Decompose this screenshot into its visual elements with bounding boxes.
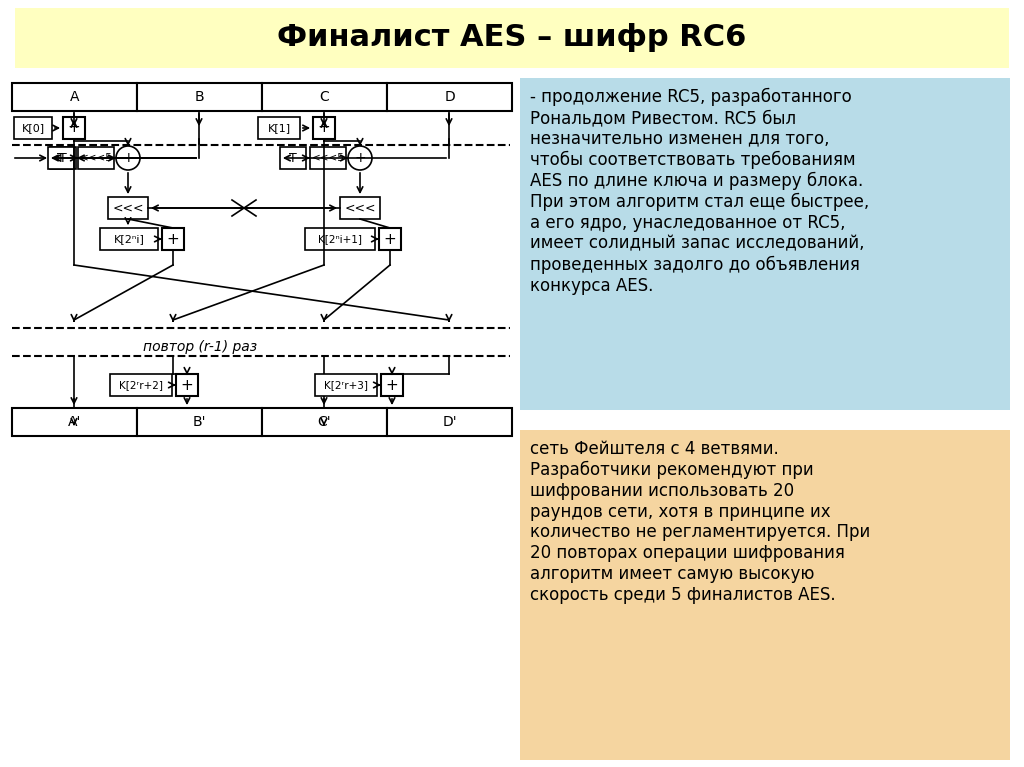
Text: T: T (289, 152, 297, 164)
Bar (262, 408, 387, 436)
Text: <<<5: <<<5 (311, 153, 344, 163)
Text: A: A (70, 90, 79, 104)
Text: +: + (122, 151, 134, 165)
Bar (280, 147, 306, 169)
Bar (258, 117, 300, 139)
Text: +: + (68, 120, 80, 136)
Text: A': A' (68, 415, 81, 429)
Text: повтор (r-1) раз: повтор (r-1) раз (143, 340, 257, 354)
Text: D': D' (442, 415, 457, 429)
Text: +: + (317, 120, 331, 136)
Bar (305, 228, 375, 250)
Bar (48, 147, 74, 169)
Bar (108, 197, 148, 219)
Bar (78, 147, 114, 169)
Bar (315, 374, 377, 396)
Text: +: + (167, 232, 179, 246)
Text: +: + (386, 377, 398, 393)
Text: +: + (384, 232, 396, 246)
Text: D: D (444, 90, 455, 104)
Text: B: B (195, 90, 205, 104)
Text: K[2ʳr+3]: K[2ʳr+3] (324, 380, 368, 390)
Text: C': C' (317, 415, 332, 429)
Text: +: + (180, 377, 194, 393)
Bar (50, 147, 76, 169)
Text: T: T (57, 152, 65, 164)
Text: K[1]: K[1] (267, 123, 291, 133)
Bar (381, 374, 403, 396)
Text: T: T (59, 152, 67, 164)
Circle shape (116, 146, 140, 170)
Bar (340, 197, 380, 219)
Text: K[2ⁿi+1]: K[2ⁿi+1] (318, 234, 362, 244)
Bar (137, 83, 262, 111)
Bar (520, 430, 1010, 760)
Bar (63, 117, 85, 139)
Bar (110, 374, 172, 396)
Bar (176, 374, 198, 396)
Bar (310, 147, 346, 169)
Bar (15, 8, 1009, 68)
Bar (12, 408, 137, 436)
Bar (100, 228, 158, 250)
Bar (313, 117, 335, 139)
Bar (387, 408, 512, 436)
Text: B': B' (193, 415, 206, 429)
Text: <<<: <<< (113, 202, 143, 215)
Text: K[0]: K[0] (22, 123, 45, 133)
Text: <<<: <<< (344, 202, 376, 215)
Text: сеть Фейштеля с 4 ветвями.
Разработчики рекомендуют при
шифровании использовать : сеть Фейштеля с 4 ветвями. Разработчики … (530, 440, 870, 604)
Text: Финалист AES – шифр RC6: Финалист AES – шифр RC6 (278, 24, 746, 52)
Bar (520, 78, 1010, 410)
Text: C: C (319, 90, 330, 104)
Text: K[2ʳr+2]: K[2ʳr+2] (119, 380, 163, 390)
Bar (387, 83, 512, 111)
Text: K[2ⁿi]: K[2ⁿi] (114, 234, 144, 244)
Bar (14, 117, 52, 139)
Bar (262, 83, 387, 111)
Text: +: + (354, 151, 366, 165)
Bar (162, 228, 184, 250)
Text: - продолжение RC5, разработанного
Рональдом Ривестом. RC5 был
незначительно изме: - продолжение RC5, разработанного Рональ… (530, 88, 869, 295)
Bar (12, 83, 137, 111)
Bar (379, 228, 401, 250)
Text: <<<5: <<<5 (80, 153, 113, 163)
Circle shape (348, 146, 372, 170)
Bar (137, 408, 262, 436)
